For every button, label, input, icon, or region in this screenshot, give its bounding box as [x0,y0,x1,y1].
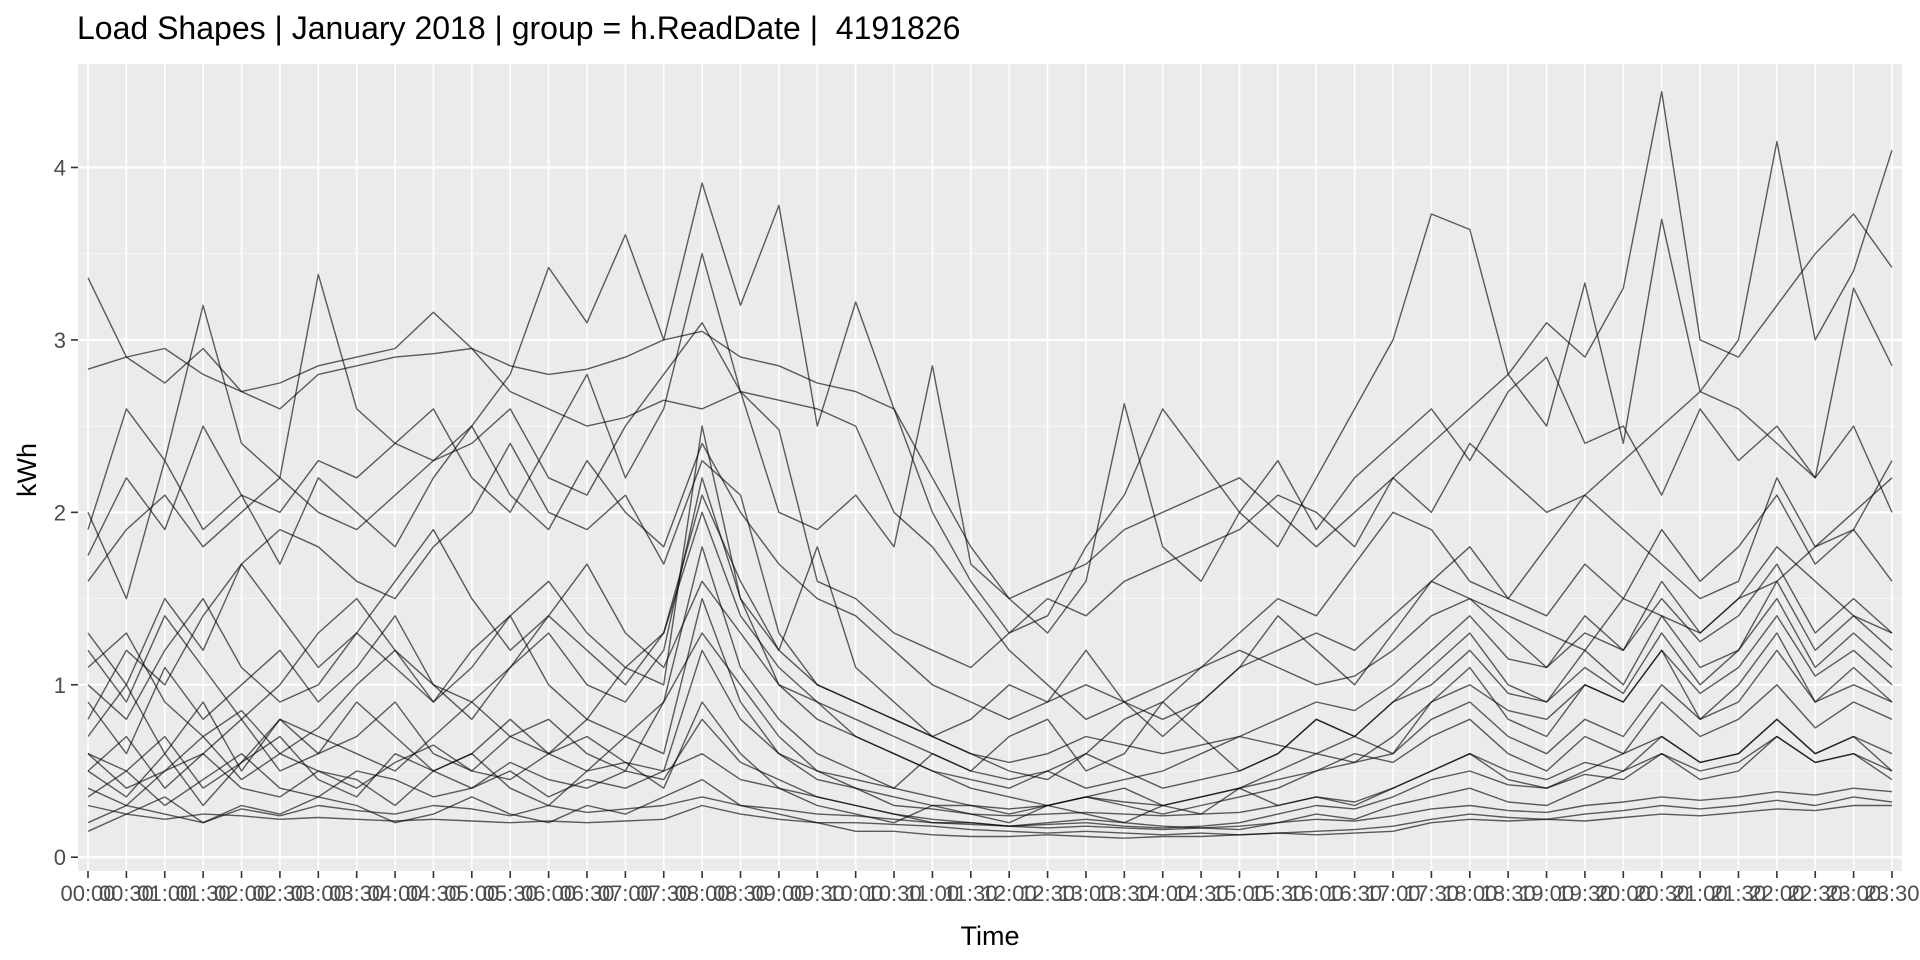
series-line-6 [87,442,1893,781]
x-tick-label: 06:30 [559,881,614,906]
x-tick-label: 18:00 [1442,881,1497,906]
x-tick-label: 15:00 [1212,881,1267,906]
x-tick-label: 14:30 [1174,881,1229,906]
x-tick-label: 12:30 [1020,881,1075,906]
x-tick-label: 11:30 [944,881,997,906]
series-line-21 [87,425,1893,720]
x-tick-label: 01:30 [176,881,231,906]
series-line-5 [87,322,1893,669]
x-tick-label: 16:00 [1289,881,1344,906]
series-lines [87,90,1893,839]
series-line-15 [87,528,1893,789]
x-tick-label: 08:30 [713,881,768,906]
x-tick-label: 21:00 [1673,881,1728,906]
x-tick-label: 23:30 [1864,881,1919,906]
x-tick-label: 20:30 [1634,881,1689,906]
series-line-3 [87,140,1893,634]
y-axis-label: kWh [12,443,42,497]
y-tick-label: 1 [54,673,66,698]
x-tick-label: 16:30 [1327,881,1382,906]
x-tick-label: 15:30 [1250,881,1305,906]
x-tick-label: 21:30 [1711,881,1766,906]
x-tick-label: 09:30 [790,881,845,906]
series-line-17 [87,778,1893,839]
x-tick-label: 01:00 [137,881,192,906]
x-tick-label: 18:30 [1481,881,1536,906]
series-line-7 [87,425,1893,755]
series-line-22 [87,494,1893,764]
x-tick-label: 04:00 [368,881,423,906]
x-tick-label: 23:00 [1826,881,1881,906]
y-tick-label: 3 [54,328,66,353]
x-tick-label: 03:00 [291,881,346,906]
x-tick-label: 07:00 [598,881,653,906]
x-tick-label: 03:30 [329,881,384,906]
x-tick-label: 17:30 [1404,881,1459,906]
x-tick-label: 22:30 [1788,881,1843,906]
x-tick-label: 14:00 [1135,881,1190,906]
chart-title: Load Shapes | January 2018 | group = h.R… [77,10,961,46]
x-tick-label: 00:30 [99,881,154,906]
series-line-1 [87,277,1893,720]
x-tick-label: 19:30 [1557,881,1612,906]
x-tick-label: 07:30 [636,881,691,906]
series-line-16 [87,787,1893,831]
series-line-10 [87,804,1892,836]
y-tick-label: 2 [54,500,66,525]
series-line-9 [87,701,1893,824]
y-tick-label: 4 [54,155,66,180]
series-line-13 [87,477,1893,789]
y-tick-label: 0 [54,845,66,870]
series-line-4 [87,252,1893,634]
series-line-20 [87,718,1893,829]
y-axis: 0 1 2 3 4 [54,155,78,870]
x-tick-label: 19:00 [1519,881,1574,906]
x-tick-label: 10:30 [867,881,922,906]
x-tick-label: 00:00 [60,881,115,906]
x-axis: 00:0000:3001:0001:3002:0002:3003:0003:30… [60,871,1920,906]
series-line-14 [87,546,1893,810]
x-tick-label: 10:00 [828,881,883,906]
x-tick-label: 17:00 [1365,881,1420,906]
x-tick-label: 13:00 [1058,881,1113,906]
series-line-18 [87,511,1893,807]
x-tick-label: 12:00 [982,881,1037,906]
x-tick-label: 04:30 [406,881,461,906]
x-tick-label: 20:00 [1596,881,1651,906]
x-tick-label: 05:00 [444,881,499,906]
x-tick-label: 13:30 [1097,881,1152,906]
series-line-12 [87,597,1893,815]
x-tick-label: 11:00 [906,881,959,906]
series-line-2 [87,90,1893,600]
series-line-19 [87,649,1893,817]
x-tick-label: 02:00 [214,881,269,906]
x-tick-label: 22:00 [1749,881,1804,906]
x-tick-label: 09:00 [751,881,806,906]
x-tick-label: 02:30 [252,881,307,906]
x-axis-label: Time [961,921,1020,951]
x-tick-label: 06:00 [521,881,576,906]
plot-panel [78,64,1902,871]
x-tick-label: 05:30 [483,881,538,906]
x-tick-label: 08:00 [675,881,730,906]
